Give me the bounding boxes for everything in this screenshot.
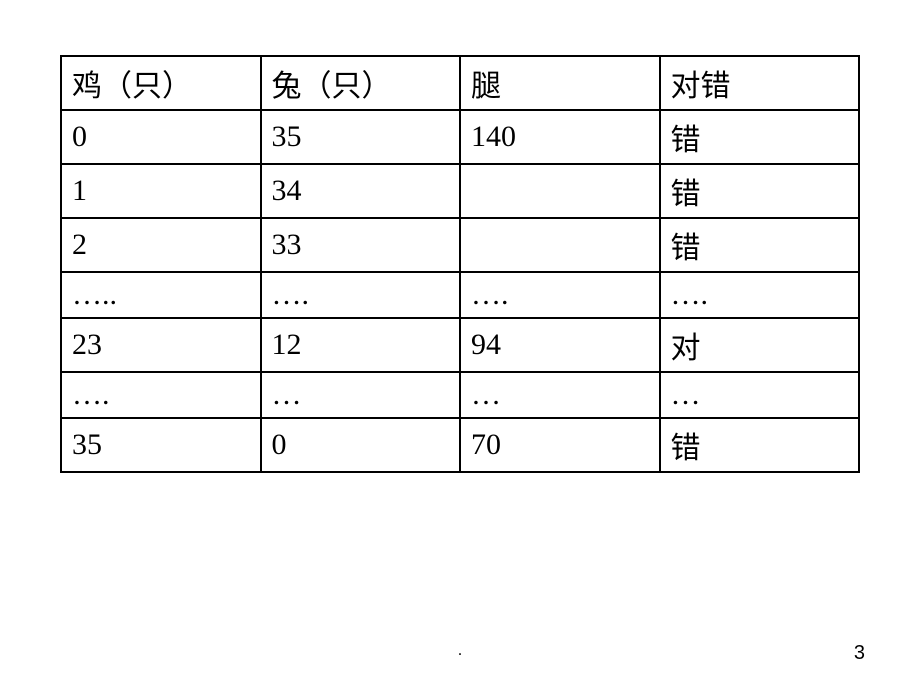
header-rabbit: 兔（只）: [261, 56, 461, 110]
table-row: 1 34 错: [61, 164, 859, 218]
cell-legs: 70: [460, 418, 660, 472]
cell-result: …: [660, 372, 860, 418]
table-row: 35 0 70 错: [61, 418, 859, 472]
cell-rabbit: 34: [261, 164, 461, 218]
cell-legs: ….: [460, 272, 660, 318]
cell-legs: [460, 218, 660, 272]
header-chicken: 鸡（只）: [61, 56, 261, 110]
table-container: 鸡（只） 兔（只） 腿 对错 0 35 140 错 1 34 错 2 33: [60, 55, 860, 473]
cell-rabbit: 33: [261, 218, 461, 272]
cell-chicken: …..: [61, 272, 261, 318]
footer-center-mark: .: [458, 642, 462, 660]
cell-legs: 94: [460, 318, 660, 372]
cell-chicken: 35: [61, 418, 261, 472]
cell-chicken: 23: [61, 318, 261, 372]
cell-chicken: 0: [61, 110, 261, 164]
cell-result: ….: [660, 272, 860, 318]
cell-chicken: 1: [61, 164, 261, 218]
cell-result: 错: [660, 110, 860, 164]
cell-result: 错: [660, 418, 860, 472]
cell-rabbit: ….: [261, 272, 461, 318]
cell-legs: …: [460, 372, 660, 418]
cell-rabbit: 12: [261, 318, 461, 372]
cell-rabbit: …: [261, 372, 461, 418]
cell-legs: 140: [460, 110, 660, 164]
cell-rabbit: 35: [261, 110, 461, 164]
cell-result: 对: [660, 318, 860, 372]
table-header-row: 鸡（只） 兔（只） 腿 对错: [61, 56, 859, 110]
cell-chicken: ….: [61, 372, 261, 418]
data-table: 鸡（只） 兔（只） 腿 对错 0 35 140 错 1 34 错 2 33: [60, 55, 860, 473]
cell-rabbit: 0: [261, 418, 461, 472]
page-number: 3: [854, 642, 865, 665]
cell-chicken: 2: [61, 218, 261, 272]
table-row: 0 35 140 错: [61, 110, 859, 164]
header-result: 对错: [660, 56, 860, 110]
cell-result: 错: [660, 218, 860, 272]
table-row: 23 12 94 对: [61, 318, 859, 372]
cell-legs: [460, 164, 660, 218]
cell-result: 错: [660, 164, 860, 218]
table-row: …. … … …: [61, 372, 859, 418]
header-legs: 腿: [460, 56, 660, 110]
table-row: ….. …. …. ….: [61, 272, 859, 318]
table-row: 2 33 错: [61, 218, 859, 272]
